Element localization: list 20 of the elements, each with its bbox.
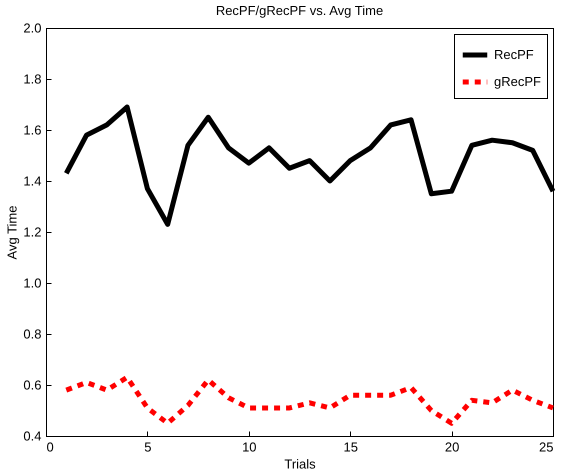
y-tick-label: 0.6 xyxy=(23,378,42,392)
y-tick-label: 1.6 xyxy=(23,122,42,138)
y-axis-title: Avg Time xyxy=(4,206,20,260)
legend-label: gRecPF xyxy=(494,74,542,89)
legend-label: RecPF xyxy=(494,47,534,62)
y-tick-label: 1.0 xyxy=(23,276,42,290)
x-tick-label: 5 xyxy=(144,440,152,454)
y-tick-label: 1.4 xyxy=(23,174,42,188)
x-axis-title: Trials xyxy=(284,456,316,472)
x-tick-label: 25 xyxy=(539,440,554,454)
chart-title: RecPF/gRecPF vs. Avg Time xyxy=(216,3,384,18)
y-tick-label: 0.8 xyxy=(23,326,42,342)
x-tick-label: 15 xyxy=(343,440,358,454)
x-tick-label: 20 xyxy=(444,440,460,454)
x-tick-label: 10 xyxy=(242,440,257,454)
y-tick-label: 2.0 xyxy=(23,20,42,36)
y-tick-label: 0.4 xyxy=(23,428,42,444)
y-tick-label: 1.8 xyxy=(23,72,42,86)
y-tick-label: 1.2 xyxy=(23,224,42,240)
x-tick-label: 0 xyxy=(46,440,54,454)
